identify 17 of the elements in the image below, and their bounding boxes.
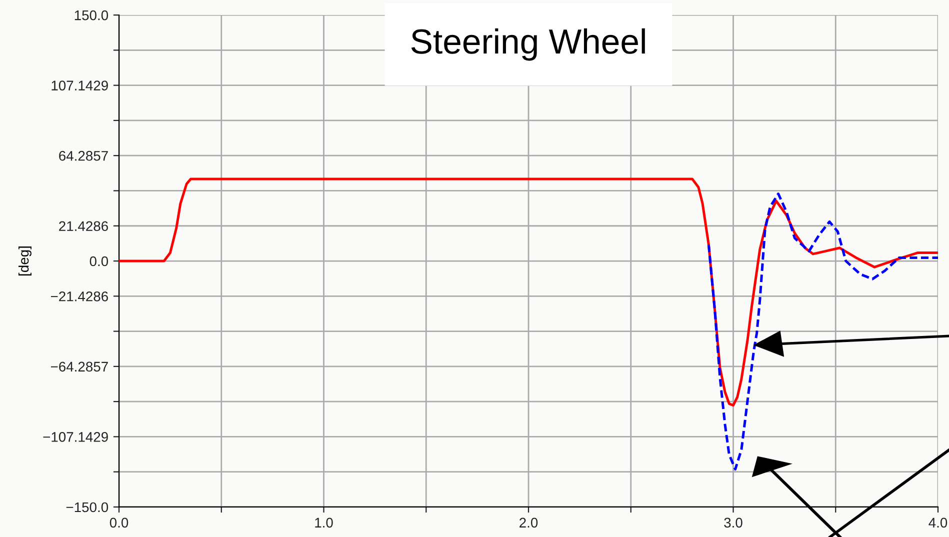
- y-tick-label: −150.0: [66, 502, 108, 512]
- x-tick-label: 2.0: [520, 518, 538, 528]
- y-tick-label: −21.4286: [50, 291, 108, 302]
- x-tick-label: 1.0: [315, 518, 333, 528]
- y-tick-label: −107.1429: [43, 432, 108, 442]
- y-tick-label: 0.0: [90, 256, 108, 266]
- y-tick-label: 107.1429: [52, 80, 108, 90]
- y-tick-label: 150.0: [74, 10, 108, 20]
- x-tick-label: 4.0: [928, 518, 948, 528]
- line-series: [707, 192, 938, 471]
- x-tick-label: 0.0: [110, 518, 128, 528]
- y-tick-label: 21.4286: [59, 221, 108, 232]
- y-tick-label: 64.2857: [59, 150, 108, 161]
- y-tick-label: −64.2857: [50, 362, 108, 372]
- y-axis-title: [deg]: [18, 246, 32, 276]
- x-tick-label: 3.0: [724, 518, 742, 528]
- chart-title: Steering Wheel: [411, 28, 645, 61]
